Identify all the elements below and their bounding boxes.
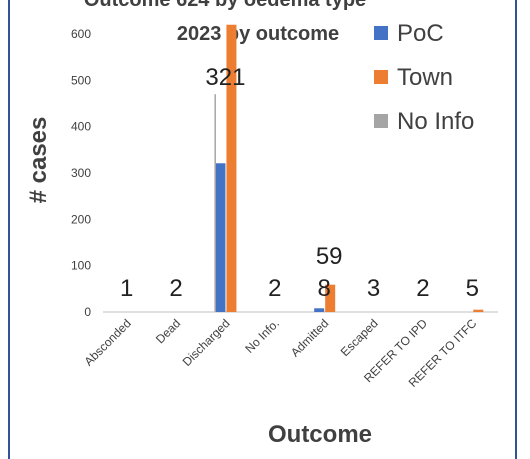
legend-label: Town (397, 64, 453, 91)
x-tick-label: Dead (153, 316, 183, 346)
data-label: 59 (316, 243, 343, 270)
legend-swatch (374, 114, 388, 128)
y-tick-label: 300 (71, 166, 91, 180)
x-tick-label: Absconded (81, 316, 133, 368)
data-label: 3 (367, 275, 380, 302)
x-tick-label: No Info. (242, 316, 282, 356)
data-label: 5 (466, 275, 479, 302)
x-tick-label: Admitted (288, 316, 331, 359)
x-tick-label: Escaped (338, 316, 381, 359)
bar-town (226, 24, 237, 312)
y-tick-label: 400 (71, 120, 91, 134)
legend-label: PoC (397, 20, 444, 47)
data-label: 2 (169, 275, 182, 302)
data-label: 321 (205, 64, 245, 91)
bar-no-info (214, 94, 216, 312)
bar-poc (215, 163, 226, 312)
legend-label: No Info (397, 108, 474, 135)
chart-title-line1: Outcome 624 by oedema type (84, 0, 366, 11)
bar-town (325, 284, 336, 312)
data-label: 2 (416, 275, 429, 302)
x-axis-title: Outcome (268, 421, 372, 448)
y-tick-label: 100 (71, 259, 91, 273)
x-tick-label: Discharged (180, 316, 233, 369)
y-tick-label: 500 (71, 73, 91, 87)
y-axis-title: # cases (25, 117, 52, 204)
bar-poc (314, 308, 325, 312)
legend-swatch (374, 70, 388, 84)
data-label: 2 (268, 275, 281, 302)
legend-swatch (374, 26, 388, 40)
y-tick-label: 600 (71, 27, 91, 41)
data-label: 8 (318, 275, 331, 302)
y-tick-label: 200 (71, 212, 91, 226)
y-tick-label: 0 (84, 305, 91, 319)
data-label: 1 (120, 275, 133, 302)
bar-town (473, 309, 484, 312)
chart-title-line2: 2023 by outcome (177, 23, 339, 45)
